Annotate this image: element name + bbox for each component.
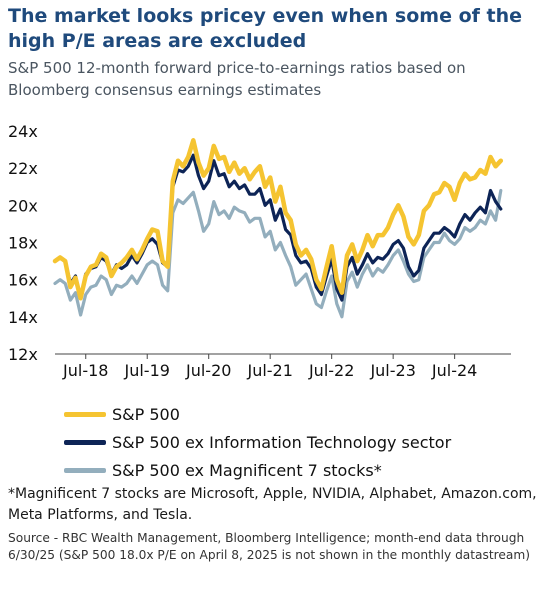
y-tick-label: 24x (8, 122, 38, 141)
legend-label-ex-tech: S&P 500 ex Information Technology sector (112, 432, 452, 452)
legend: S&P 500 S&P 500 ex Information Technolog… (64, 400, 451, 484)
y-tick-label: 22x (8, 159, 38, 178)
x-tick-label: Jul-24 (431, 361, 477, 380)
y-tick-label: 16x (8, 271, 38, 290)
legend-swatch-ex-tech (64, 439, 106, 445)
legend-swatch-ex-mag7 (64, 467, 106, 473)
legend-item-ex-mag7: S&P 500 ex Magnificent 7 stocks* (64, 456, 451, 484)
x-axis: Jul-18 Jul-19 Jul-20 Jul-21 Jul-22 Jul-23 Jul-… (55, 353, 511, 380)
y-axis: 12x 14x 16x 18x 20x 22x 24x (8, 122, 38, 364)
pe-ratio-line-chart: 12x 14x 16x 18x 20x 22x 24x Jul-18 Jul-19 Jul-20… (8, 122, 511, 380)
x-tick-label: Jul-22 (308, 361, 354, 380)
x-tick-label: Jul-19 (124, 361, 170, 380)
y-tick-label: 20x (8, 196, 38, 215)
legend-swatch-sp500 (64, 411, 106, 417)
legend-item-sp500: S&P 500 (64, 400, 451, 428)
source-note: Source - RBC Wealth Management, Bloomber… (8, 531, 530, 562)
x-tick-label: Jul-23 (369, 361, 415, 380)
legend-item-ex-tech: S&P 500 ex Information Technology sector (64, 428, 451, 456)
legend-label-ex-mag7: S&P 500 ex Magnificent 7 stocks* (112, 460, 382, 480)
series-layer (52, 138, 504, 319)
x-tick-label: Jul-20 (185, 361, 231, 380)
x-tick-label: Jul-18 (62, 361, 108, 380)
series-line-ex-tech (53, 153, 503, 302)
y-tick-label: 12x (8, 345, 38, 364)
y-tick-label: 14x (8, 308, 38, 327)
series-line-sp500 (52, 138, 504, 301)
chart-title: The market looks pricey even when some o… (8, 5, 522, 52)
series-line-ex-mag7 (53, 188, 503, 319)
x-tick-label: Jul-21 (246, 361, 292, 380)
chart-subtitle: S&P 500 12-month forward price-to-earnin… (8, 59, 466, 99)
y-tick-label: 18x (8, 234, 38, 253)
footnote: *Magnificent 7 stocks are Microsoft, App… (8, 486, 537, 523)
legend-label-sp500: S&P 500 (112, 404, 180, 424)
